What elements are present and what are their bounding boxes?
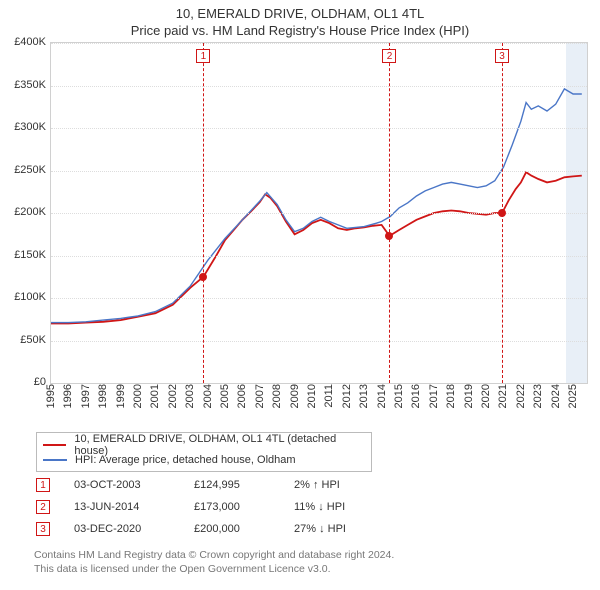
legend: 10, EMERALD DRIVE, OLDHAM, OL1 4TL (deta… [36, 432, 372, 472]
x-tick-label: 2015 [393, 384, 405, 408]
event-date: 03-DEC-2020 [74, 523, 194, 535]
y-tick-label: £200K [14, 206, 46, 218]
y-tick-label: £150K [14, 249, 46, 261]
x-tick-label: 1995 [45, 384, 57, 408]
event-line-badge: 2 [382, 49, 396, 63]
x-tick-label: 2012 [341, 384, 353, 408]
x-tick-label: 2020 [480, 384, 492, 408]
event-diff: 11% ↓ HPI [294, 501, 404, 513]
y-tick-label: £300K [14, 121, 46, 133]
x-tick-label: 2002 [167, 384, 179, 408]
event-price: £124,995 [194, 479, 294, 491]
footer-line-2: This data is licensed under the Open Gov… [34, 562, 394, 576]
x-tick-label: 2018 [445, 384, 457, 408]
y-tick-label: £250K [14, 164, 46, 176]
footer-line-1: Contains HM Land Registry data © Crown c… [34, 548, 394, 562]
x-tick-label: 2016 [410, 384, 422, 408]
event-date: 03-OCT-2003 [74, 479, 194, 491]
x-tick-label: 2013 [358, 384, 370, 408]
x-tick-label: 1998 [97, 384, 109, 408]
y-tick-label: £400K [14, 36, 46, 48]
event-price: £173,000 [194, 501, 294, 513]
event-badge: 1 [36, 478, 50, 492]
x-axis-labels: 1995199619971998199920002001200220032004… [50, 384, 586, 424]
x-tick-label: 1999 [115, 384, 127, 408]
series-marker [498, 209, 506, 217]
x-tick-label: 1996 [62, 384, 74, 408]
x-tick-label: 2024 [550, 384, 562, 408]
event-diff: 27% ↓ HPI [294, 523, 404, 535]
y-tick-label: £350K [14, 79, 46, 91]
legend-label: HPI: Average price, detached house, Oldh… [75, 454, 296, 466]
chart: £0£50K£100K£150K£200K£250K£300K£350K£400… [36, 42, 596, 422]
event-line-badge: 3 [495, 49, 509, 63]
event-badge: 3 [36, 522, 50, 536]
x-tick-label: 2006 [236, 384, 248, 408]
event-line [389, 43, 390, 383]
x-tick-label: 2003 [184, 384, 196, 408]
legend-swatch [43, 459, 67, 461]
event-list: 1 03-OCT-2003£124,9952% ↑ HPI 2 13-JUN-2014… [36, 474, 576, 540]
series-marker [385, 232, 393, 240]
event-diff: 2% ↑ HPI [294, 479, 404, 491]
x-tick-label: 1997 [80, 384, 92, 408]
x-tick-label: 2023 [532, 384, 544, 408]
x-tick-label: 2001 [149, 384, 161, 408]
x-tick-label: 2011 [323, 384, 335, 408]
event-date: 13-JUN-2014 [74, 501, 194, 513]
y-axis-labels: £0£50K£100K£150K£200K£250K£300K£350K£400… [0, 42, 46, 382]
x-tick-label: 2005 [219, 384, 231, 408]
page-title: 10, EMERALD DRIVE, OLDHAM, OL1 4TL [0, 0, 600, 21]
event-row: 2 13-JUN-2014£173,00011% ↓ HPI [36, 496, 576, 518]
x-tick-label: 2017 [428, 384, 440, 408]
x-tick-label: 2021 [497, 384, 509, 408]
x-tick-label: 2010 [306, 384, 318, 408]
event-row: 1 03-OCT-2003£124,9952% ↑ HPI [36, 474, 576, 496]
page-subtitle: Price paid vs. HM Land Registry's House … [0, 21, 600, 42]
event-line [203, 43, 204, 383]
plot-area: 1 2 3 [50, 42, 588, 384]
x-tick-label: 2022 [515, 384, 527, 408]
x-tick-label: 2007 [254, 384, 266, 408]
legend-swatch [43, 444, 66, 446]
x-tick-label: 2019 [463, 384, 475, 408]
event-line-badge: 1 [196, 49, 210, 63]
event-row: 3 03-DEC-2020£200,00027% ↓ HPI [36, 518, 576, 540]
event-badge: 2 [36, 500, 50, 514]
x-tick-label: 2014 [376, 384, 388, 408]
event-price: £200,000 [194, 523, 294, 535]
x-tick-label: 2000 [132, 384, 144, 408]
legend-item: 10, EMERALD DRIVE, OLDHAM, OL1 4TL (deta… [43, 437, 365, 452]
x-tick-label: 2009 [289, 384, 301, 408]
series-marker [199, 273, 207, 281]
x-tick-label: 2008 [271, 384, 283, 408]
footer-attribution: Contains HM Land Registry data © Crown c… [34, 548, 394, 576]
y-tick-label: £50K [20, 334, 46, 346]
x-tick-label: 2025 [567, 384, 579, 408]
y-tick-label: £100K [14, 291, 46, 303]
x-tick-label: 2004 [202, 384, 214, 408]
